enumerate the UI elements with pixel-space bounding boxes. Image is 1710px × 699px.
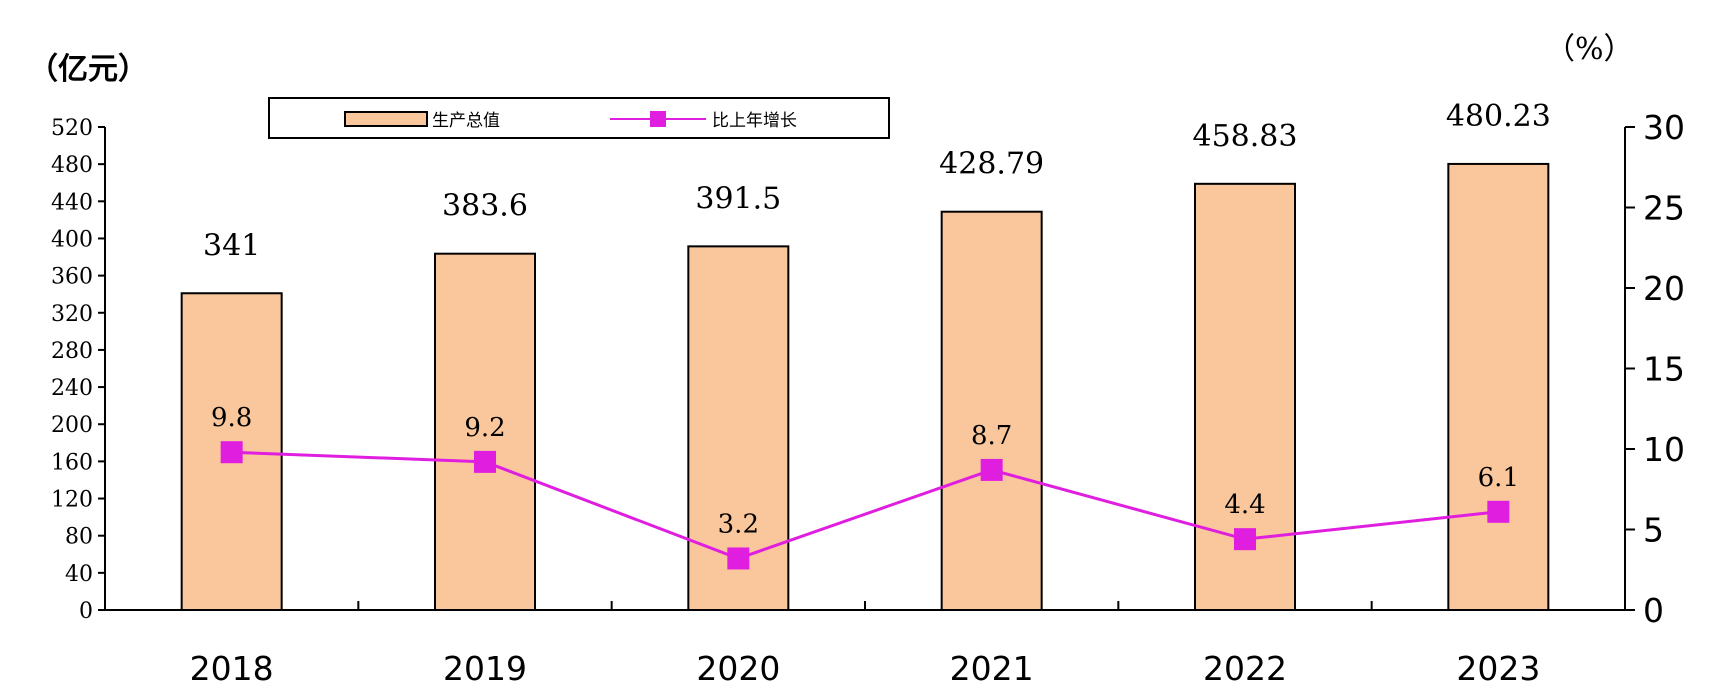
y-tick-label: 200	[51, 413, 93, 438]
y-tick-label: 0	[79, 599, 93, 624]
x-tick-label: 2021	[950, 649, 1034, 688]
y-tick-label: 520	[51, 116, 93, 141]
bar-data-label: 383.6	[442, 189, 528, 224]
growth-data-label: 4.4	[1224, 490, 1265, 520]
y-axis-unit-label: （亿元）	[28, 52, 148, 87]
growth-line	[231, 450, 1499, 561]
y2-tick-label: 25	[1643, 189, 1685, 228]
growth-point	[727, 547, 750, 570]
growth-data-label: 8.7	[971, 421, 1012, 451]
x-tick-label: 2022	[1203, 649, 1287, 688]
bar-data-label: 391.5	[695, 181, 781, 216]
growth-point	[980, 458, 1003, 481]
legend-bar-swatch	[344, 111, 428, 127]
legend-marker-swatch	[650, 111, 666, 127]
bar-data-label: 458.83	[1193, 119, 1298, 154]
growth-point	[474, 450, 496, 473]
bar-data-label: 341	[203, 228, 260, 263]
y-tick-label: 80	[65, 525, 93, 550]
growth-data-label: 9.2	[464, 413, 505, 443]
y-tick-label: 120	[51, 488, 93, 513]
y2-tick-label: 20	[1643, 269, 1685, 308]
bar	[434, 252, 536, 611]
y-tick-label: 440	[51, 190, 93, 215]
legend: 生产总值 比上年增长	[268, 97, 890, 139]
bar-data-label: 480.23	[1446, 99, 1551, 134]
y2-tick-label: 10	[1643, 430, 1685, 469]
y-tick-label: 240	[51, 376, 93, 401]
growth-point	[220, 441, 243, 464]
bar-data-label: 428.79	[939, 147, 1044, 182]
y2-tick-label: 5	[1643, 511, 1664, 550]
y-tick-label: 320	[51, 302, 93, 327]
y-tick-label: 40	[65, 562, 93, 587]
growth-data-label: 6.1	[1478, 463, 1519, 493]
y2-tick-label: 0	[1643, 591, 1664, 630]
y2-axis-unit-label: （%）	[1545, 32, 1634, 67]
legend-line-label: 比上年增长	[712, 111, 797, 131]
x-tick-label: 2020	[696, 649, 780, 688]
x-tick-label: 2018	[190, 649, 274, 688]
bar	[1447, 162, 1550, 611]
y-tick-label: 360	[51, 265, 93, 290]
growth-point	[1487, 500, 1510, 523]
y2-tick-label: 15	[1643, 350, 1685, 389]
x-tick-label: 2023	[1456, 649, 1540, 688]
bar	[940, 210, 1043, 611]
y-tick-label: 400	[51, 227, 93, 252]
growth-data-label: 9.8	[211, 403, 252, 433]
growth-point	[1234, 528, 1256, 551]
y-tick-label: 480	[51, 153, 93, 178]
y-tick-label: 160	[51, 450, 93, 475]
growth-data-label: 3.2	[718, 509, 759, 539]
x-tick-label: 2019	[443, 649, 527, 688]
y-tick-label: 280	[51, 339, 93, 364]
legend-bar-label: 生产总值	[432, 111, 500, 131]
y2-tick-label: 30	[1643, 108, 1685, 147]
